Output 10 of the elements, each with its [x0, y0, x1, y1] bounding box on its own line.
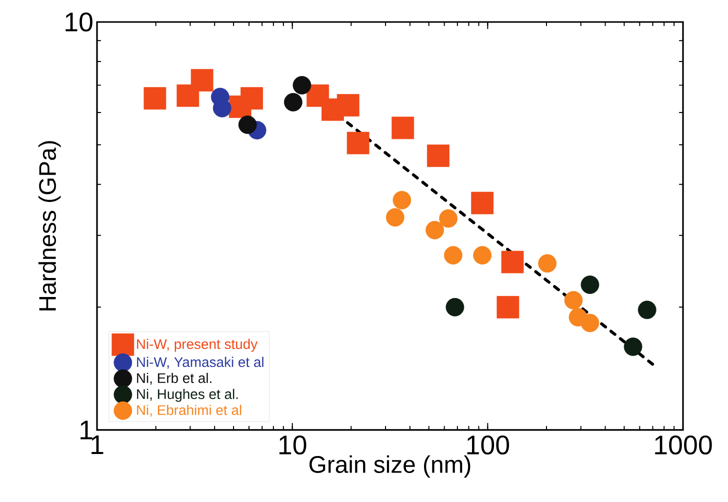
legend-label: Ni, Ebrahimi et al — [137, 404, 242, 417]
x-tick-label: 10 — [279, 436, 306, 455]
y-axis-title: Hardness (GPa) — [38, 141, 61, 310]
x-axis-title: Grain size (nm) — [310, 455, 470, 478]
legend-label: Ni, Hughes et al. — [137, 388, 238, 402]
legend-label: Ni-W, present study — [137, 338, 258, 352]
x-tick-label: 100 — [467, 436, 510, 455]
legend-label: Ni, Erb et al. — [137, 372, 212, 385]
legend-label: Ni-W, Yamasaki et al — [137, 356, 264, 369]
x-tick-label: 1000 — [655, 436, 712, 455]
